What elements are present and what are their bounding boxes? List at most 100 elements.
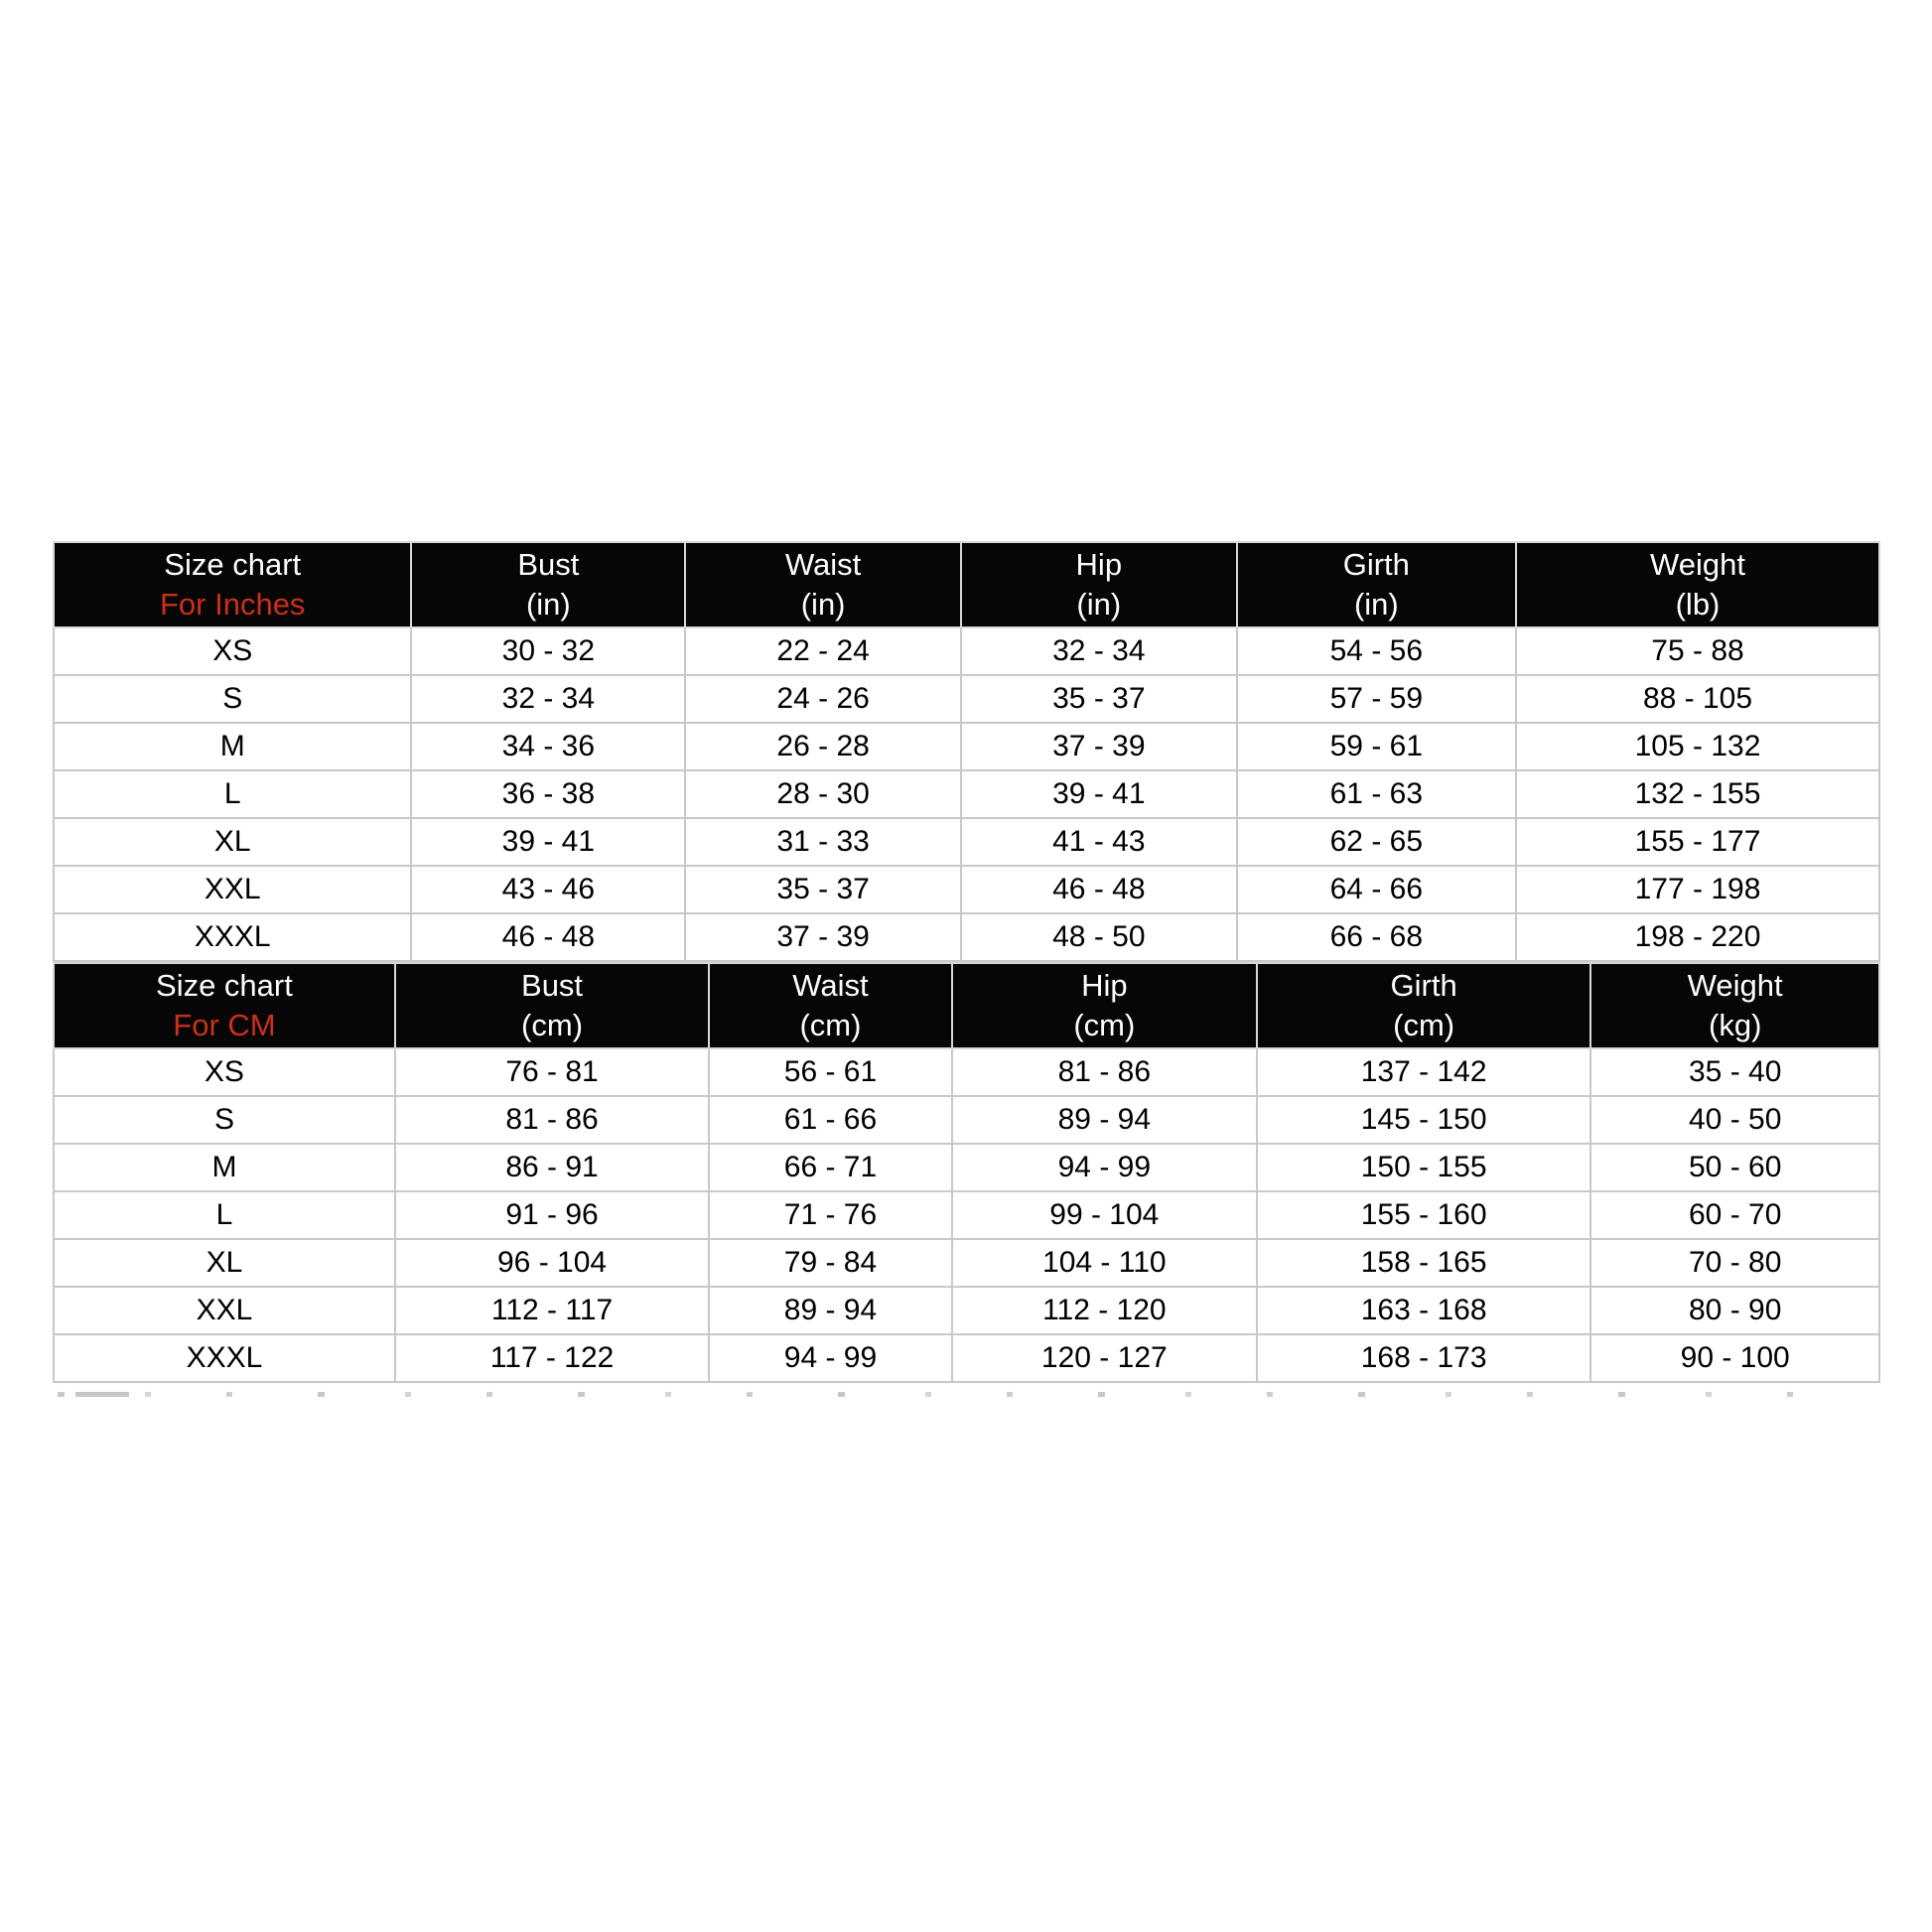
measurement-range-cell: 62 - 65 bbox=[1235, 817, 1518, 867]
clipped-footnote-text bbox=[58, 1390, 1845, 1400]
column-header-weight-kg: Weight (kg) bbox=[1589, 962, 1880, 1049]
measurement-range-cell: 56 - 61 bbox=[708, 1047, 953, 1097]
column-unit: (cm) bbox=[1393, 1008, 1455, 1042]
column-label: Girth bbox=[1390, 968, 1457, 1003]
measurement-range-cell: 57 - 59 bbox=[1235, 674, 1518, 724]
size-label-cell: XXXL bbox=[52, 912, 413, 962]
size-label-cell: XXL bbox=[52, 865, 413, 914]
measurement-range-cell: 79 - 84 bbox=[708, 1238, 953, 1288]
cm-table-body: XS 76 - 81 56 - 61 81 - 86 137 - 142 35 - 40 S… bbox=[53, 1047, 1880, 1383]
measurement-range-cell: 105 - 132 bbox=[1515, 722, 1880, 771]
measurement-range-cell: 112 - 117 bbox=[393, 1286, 711, 1335]
measurement-range-cell: 94 - 99 bbox=[708, 1333, 953, 1383]
size-label-cell: XL bbox=[52, 817, 413, 867]
measurement-range-cell: 70 - 80 bbox=[1589, 1238, 1880, 1288]
table-row-xxxl: XXXL 117 - 122 94 - 99 120 - 127 168 - 173 90… bbox=[53, 1333, 1880, 1383]
measurement-range-cell: 61 - 66 bbox=[708, 1095, 953, 1145]
table-row-xs: XS 30 - 32 22 - 24 32 - 34 54 - 56 75 - 88 bbox=[52, 626, 1880, 676]
measurement-range-cell: 91 - 96 bbox=[393, 1190, 711, 1240]
size-label-cell: M bbox=[53, 1143, 396, 1192]
unit-system-label: For Inches bbox=[159, 587, 306, 621]
table-row-xl: XL 96 - 104 79 - 84 104 - 110 158 - 165 70 - … bbox=[53, 1238, 1880, 1288]
column-header-waist-cm: Waist (cm) bbox=[708, 962, 953, 1049]
measurement-range-cell: 35 - 40 bbox=[1589, 1047, 1880, 1097]
measurement-range-cell: 75 - 88 bbox=[1515, 626, 1880, 676]
table-row-xl: XL 39 - 41 31 - 33 41 - 43 62 - 65 155 - 177 bbox=[52, 817, 1880, 867]
size-label-cell: XXL bbox=[53, 1286, 396, 1335]
measurement-range-cell: 60 - 70 bbox=[1589, 1190, 1880, 1240]
measurement-range-cell: 99 - 104 bbox=[950, 1190, 1258, 1240]
inches-table-header: Size chart For Inches Bust (in) Waist (i… bbox=[52, 541, 1880, 628]
measurement-range-cell: 43 - 46 bbox=[410, 865, 687, 914]
measurement-range-cell: 94 - 99 bbox=[950, 1143, 1258, 1192]
table-title: Size chart bbox=[156, 968, 293, 1003]
measurement-range-cell: 163 - 168 bbox=[1255, 1286, 1592, 1335]
size-chart-table-inches: Size chart For Inches Bust (in) Waist (i… bbox=[52, 541, 1880, 962]
size-label-cell: XL bbox=[53, 1238, 396, 1288]
measurement-range-cell: 145 - 150 bbox=[1255, 1095, 1592, 1145]
header-row: Size chart For Inches Bust (in) Waist (i… bbox=[52, 541, 1880, 628]
column-header-bust-in: Bust (in) bbox=[410, 541, 687, 628]
measurement-range-cell: 31 - 33 bbox=[684, 817, 962, 867]
size-label-cell: XS bbox=[53, 1047, 396, 1097]
table-row-m: M 34 - 36 26 - 28 37 - 39 59 - 61 105 - 132 bbox=[52, 722, 1880, 771]
column-unit: (cm) bbox=[799, 1008, 862, 1042]
measurement-range-cell: 88 - 105 bbox=[1515, 674, 1880, 724]
column-header-hip-in: Hip (in) bbox=[959, 541, 1238, 628]
measurement-range-cell: 104 - 110 bbox=[950, 1238, 1258, 1288]
measurement-range-cell: 168 - 173 bbox=[1255, 1333, 1592, 1383]
measurement-range-cell: 66 - 71 bbox=[708, 1143, 953, 1192]
size-label-cell: L bbox=[53, 1190, 396, 1240]
measurement-range-cell: 89 - 94 bbox=[708, 1286, 953, 1335]
size-label-cell: M bbox=[52, 722, 413, 771]
column-header-weight-lb: Weight (lb) bbox=[1515, 541, 1880, 628]
measurement-range-cell: 71 - 76 bbox=[708, 1190, 953, 1240]
measurement-range-cell: 37 - 39 bbox=[684, 912, 962, 962]
size-chart-title-cell-cm: Size chart For CM bbox=[53, 962, 396, 1049]
column-unit: (in) bbox=[800, 587, 846, 621]
measurement-range-cell: 37 - 39 bbox=[959, 722, 1238, 771]
column-header-bust-cm: Bust (cm) bbox=[393, 962, 711, 1049]
measurement-range-cell: 117 - 122 bbox=[393, 1333, 711, 1383]
measurement-range-cell: 50 - 60 bbox=[1589, 1143, 1880, 1192]
measurement-range-cell: 30 - 32 bbox=[410, 626, 687, 676]
table-row-l: L 91 - 96 71 - 76 99 - 104 155 - 160 60 - 70 bbox=[53, 1190, 1880, 1240]
column-label: Weight bbox=[1687, 968, 1783, 1003]
measurement-range-cell: 34 - 36 bbox=[410, 722, 687, 771]
size-label-cell: S bbox=[53, 1095, 396, 1145]
measurement-range-cell: 137 - 142 bbox=[1255, 1047, 1592, 1097]
table-row-xxxl: XXXL 46 - 48 37 - 39 48 - 50 66 - 68 198 - 22… bbox=[52, 912, 1880, 962]
column-unit: (cm) bbox=[1073, 1008, 1136, 1042]
column-label: Hip bbox=[1081, 968, 1128, 1003]
column-unit: (in) bbox=[1353, 587, 1399, 621]
measurement-range-cell: 32 - 34 bbox=[959, 626, 1238, 676]
column-unit: (lb) bbox=[1675, 587, 1721, 621]
measurement-range-cell: 48 - 50 bbox=[959, 912, 1238, 962]
size-label-cell: XXXL bbox=[53, 1333, 396, 1383]
measurement-range-cell: 81 - 86 bbox=[393, 1095, 711, 1145]
table-row-s: S 81 - 86 61 - 66 89 - 94 145 - 150 40 - 50 bbox=[53, 1095, 1880, 1145]
footnote-fragment bbox=[58, 1392, 1845, 1397]
measurement-range-cell: 28 - 30 bbox=[684, 769, 962, 819]
measurement-range-cell: 40 - 50 bbox=[1589, 1095, 1880, 1145]
measurement-range-cell: 54 - 56 bbox=[1235, 626, 1518, 676]
measurement-range-cell: 66 - 68 bbox=[1235, 912, 1518, 962]
size-label-cell: L bbox=[52, 769, 413, 819]
column-label: Bust bbox=[517, 547, 580, 582]
size-label-cell: S bbox=[52, 674, 413, 724]
table-title: Size chart bbox=[164, 547, 302, 582]
size-chart-title-cell-inches: Size chart For Inches bbox=[52, 541, 413, 628]
measurement-range-cell: 64 - 66 bbox=[1235, 865, 1518, 914]
measurement-range-cell: 80 - 90 bbox=[1589, 1286, 1880, 1335]
size-label-cell: XS bbox=[52, 626, 413, 676]
column-unit: (in) bbox=[525, 587, 571, 621]
measurement-range-cell: 132 - 155 bbox=[1515, 769, 1880, 819]
unit-system-label: For CM bbox=[173, 1008, 276, 1042]
measurement-range-cell: 158 - 165 bbox=[1255, 1238, 1592, 1288]
column-label: Weight bbox=[1650, 547, 1745, 582]
measurement-range-cell: 61 - 63 bbox=[1235, 769, 1518, 819]
measurement-range-cell: 155 - 177 bbox=[1515, 817, 1880, 867]
cm-table-header: Size chart For CM Bust (cm) Waist (cm) H… bbox=[53, 962, 1880, 1049]
header-row: Size chart For CM Bust (cm) Waist (cm) H… bbox=[53, 962, 1880, 1049]
